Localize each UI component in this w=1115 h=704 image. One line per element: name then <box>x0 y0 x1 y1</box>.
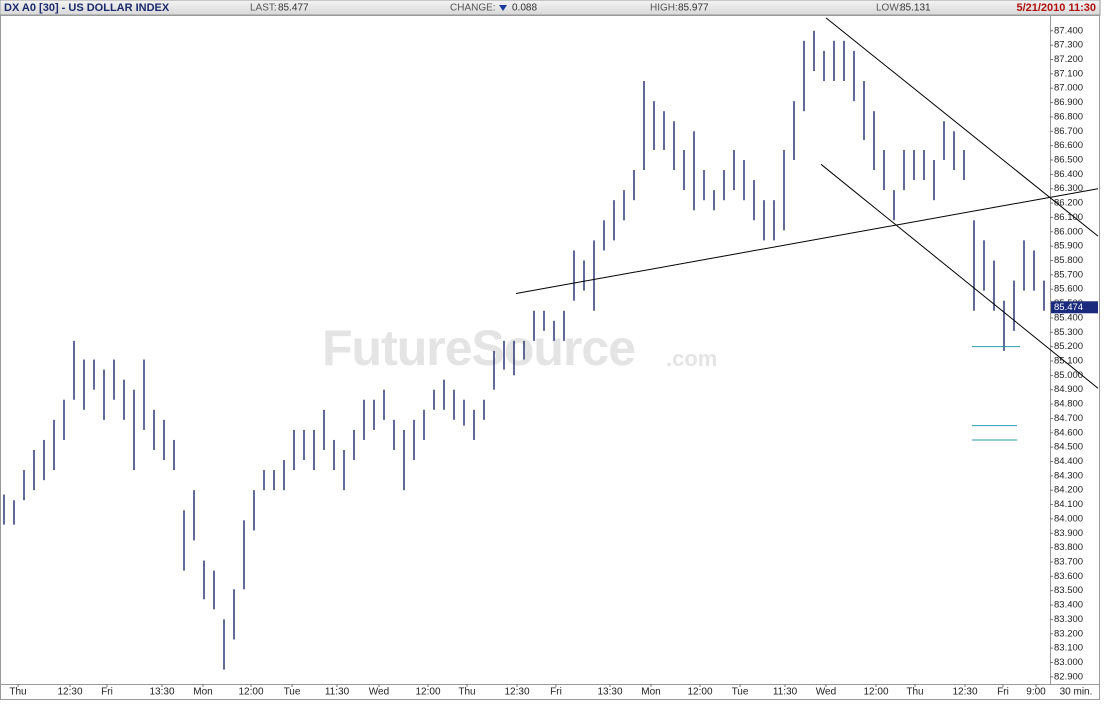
y-tick-label: 86.900 <box>1054 97 1083 108</box>
y-tick-label: 83.200 <box>1054 628 1083 639</box>
y-tick-label: 84.000 <box>1054 513 1083 524</box>
y-tick-label: 85.900 <box>1054 241 1083 252</box>
y-tick-label: 84.100 <box>1054 499 1083 510</box>
low-label: LOW: <box>876 3 901 14</box>
y-tick-label: 83.900 <box>1054 528 1083 539</box>
watermark: FutureSource <box>322 320 635 376</box>
y-tick-label: 86.600 <box>1054 140 1083 151</box>
trendline <box>515 188 1099 295</box>
x-tick-label: 9:00 <box>1026 687 1046 698</box>
y-tick-label: 84.300 <box>1054 470 1083 481</box>
high-label: HIGH: <box>650 3 678 14</box>
x-tick-label: 12:30 <box>952 687 977 698</box>
change-label: CHANGE: <box>450 3 496 14</box>
x-tick-label: Wed <box>816 687 836 698</box>
y-tick-label: 84.500 <box>1054 442 1083 453</box>
x-tick-label: 13:30 <box>149 687 174 698</box>
y-tick-label: 86.400 <box>1054 169 1083 180</box>
chart-title: DX A0 [30] - US DOLLAR INDEX <box>4 2 170 14</box>
y-tick-label: 87.100 <box>1054 68 1083 79</box>
y-tick-label: 85.300 <box>1054 327 1083 338</box>
x-tick-label: Fri <box>101 687 113 698</box>
y-tick-label: 85.100 <box>1054 356 1083 367</box>
trendline <box>820 163 1099 389</box>
x-tick-label: Thu <box>458 687 475 698</box>
y-tick-label: 84.900 <box>1054 384 1083 395</box>
low-value: 85.131 <box>900 3 931 14</box>
y-tick-label: 83.100 <box>1054 643 1083 654</box>
y-tick-label: 85.800 <box>1054 255 1083 266</box>
x-tick-label: 12:00 <box>863 687 888 698</box>
y-tick-label: 82.900 <box>1054 671 1083 682</box>
y-tick-label: 85.200 <box>1054 341 1083 352</box>
y-tick-label: 84.700 <box>1054 413 1083 424</box>
x-tick-label: 12:30 <box>57 687 82 698</box>
interval-label: 30 min. <box>1060 687 1093 698</box>
x-tick-label: 12:30 <box>504 687 529 698</box>
x-tick-label: Fri <box>997 687 1009 698</box>
change-value: 0.088 <box>512 3 537 14</box>
y-tick-label: 84.400 <box>1054 456 1083 467</box>
trendline <box>825 17 1099 237</box>
y-tick-label: 83.000 <box>1054 657 1083 668</box>
x-tick-label: 13:30 <box>597 687 622 698</box>
y-tick-label: 84.200 <box>1054 485 1083 496</box>
x-tick-label: Tue <box>284 687 301 698</box>
y-tick-label: 84.800 <box>1054 399 1083 410</box>
y-tick-label: 86.500 <box>1054 155 1083 166</box>
y-tick-label: 83.700 <box>1054 556 1083 567</box>
y-tick-label: 85.700 <box>1054 269 1083 280</box>
last-value: 85.477 <box>278 3 309 14</box>
last-label: LAST: <box>250 3 277 14</box>
watermark-suffix: .com <box>666 346 717 371</box>
y-tick-label: 86.800 <box>1054 111 1083 122</box>
last-marker-label: 85.474 <box>1054 302 1083 313</box>
x-tick-label: Tue <box>732 687 749 698</box>
x-tick-label: 11:30 <box>773 687 798 698</box>
y-tick-label: 87.000 <box>1054 83 1083 94</box>
x-tick-label: Thu <box>9 687 26 698</box>
down-arrow <box>499 5 507 11</box>
y-tick-label: 83.800 <box>1054 542 1083 553</box>
x-tick-label: Mon <box>193 687 212 698</box>
date: 5/21/2010 11:30 <box>1016 2 1096 14</box>
y-tick-label: 86.700 <box>1054 126 1083 137</box>
x-tick-label: 12:00 <box>687 687 712 698</box>
x-tick-label: Fri <box>550 687 562 698</box>
y-tick-label: 83.500 <box>1054 585 1083 596</box>
y-tick-label: 86.200 <box>1054 198 1083 209</box>
y-tick-label: 85.600 <box>1054 284 1083 295</box>
y-tick-label: 83.600 <box>1054 571 1083 582</box>
y-tick-label: 86.100 <box>1054 212 1083 223</box>
y-tick-label: 86.000 <box>1054 226 1083 237</box>
y-tick-label: 83.400 <box>1054 600 1083 611</box>
x-tick-label: Wed <box>369 687 389 698</box>
x-tick-label: Thu <box>906 687 923 698</box>
y-tick-label: 85.400 <box>1054 312 1083 323</box>
frame <box>0 15 1100 700</box>
x-tick-label: 12:00 <box>238 687 263 698</box>
y-tick-label: 87.300 <box>1054 40 1083 51</box>
x-tick-label: Mon <box>641 687 660 698</box>
last-marker-box <box>1051 301 1098 314</box>
y-tick-label: 83.300 <box>1054 614 1083 625</box>
x-tick-label: 12:00 <box>415 687 440 698</box>
high-value: 85.977 <box>678 3 709 14</box>
y-tick-label: 87.400 <box>1054 25 1083 36</box>
x-tick-label: 11:30 <box>325 687 350 698</box>
y-tick-label: 87.200 <box>1054 54 1083 65</box>
y-tick-label: 85.000 <box>1054 370 1083 381</box>
y-tick-label: 86.300 <box>1054 183 1083 194</box>
y-tick-label: 84.600 <box>1054 427 1083 438</box>
